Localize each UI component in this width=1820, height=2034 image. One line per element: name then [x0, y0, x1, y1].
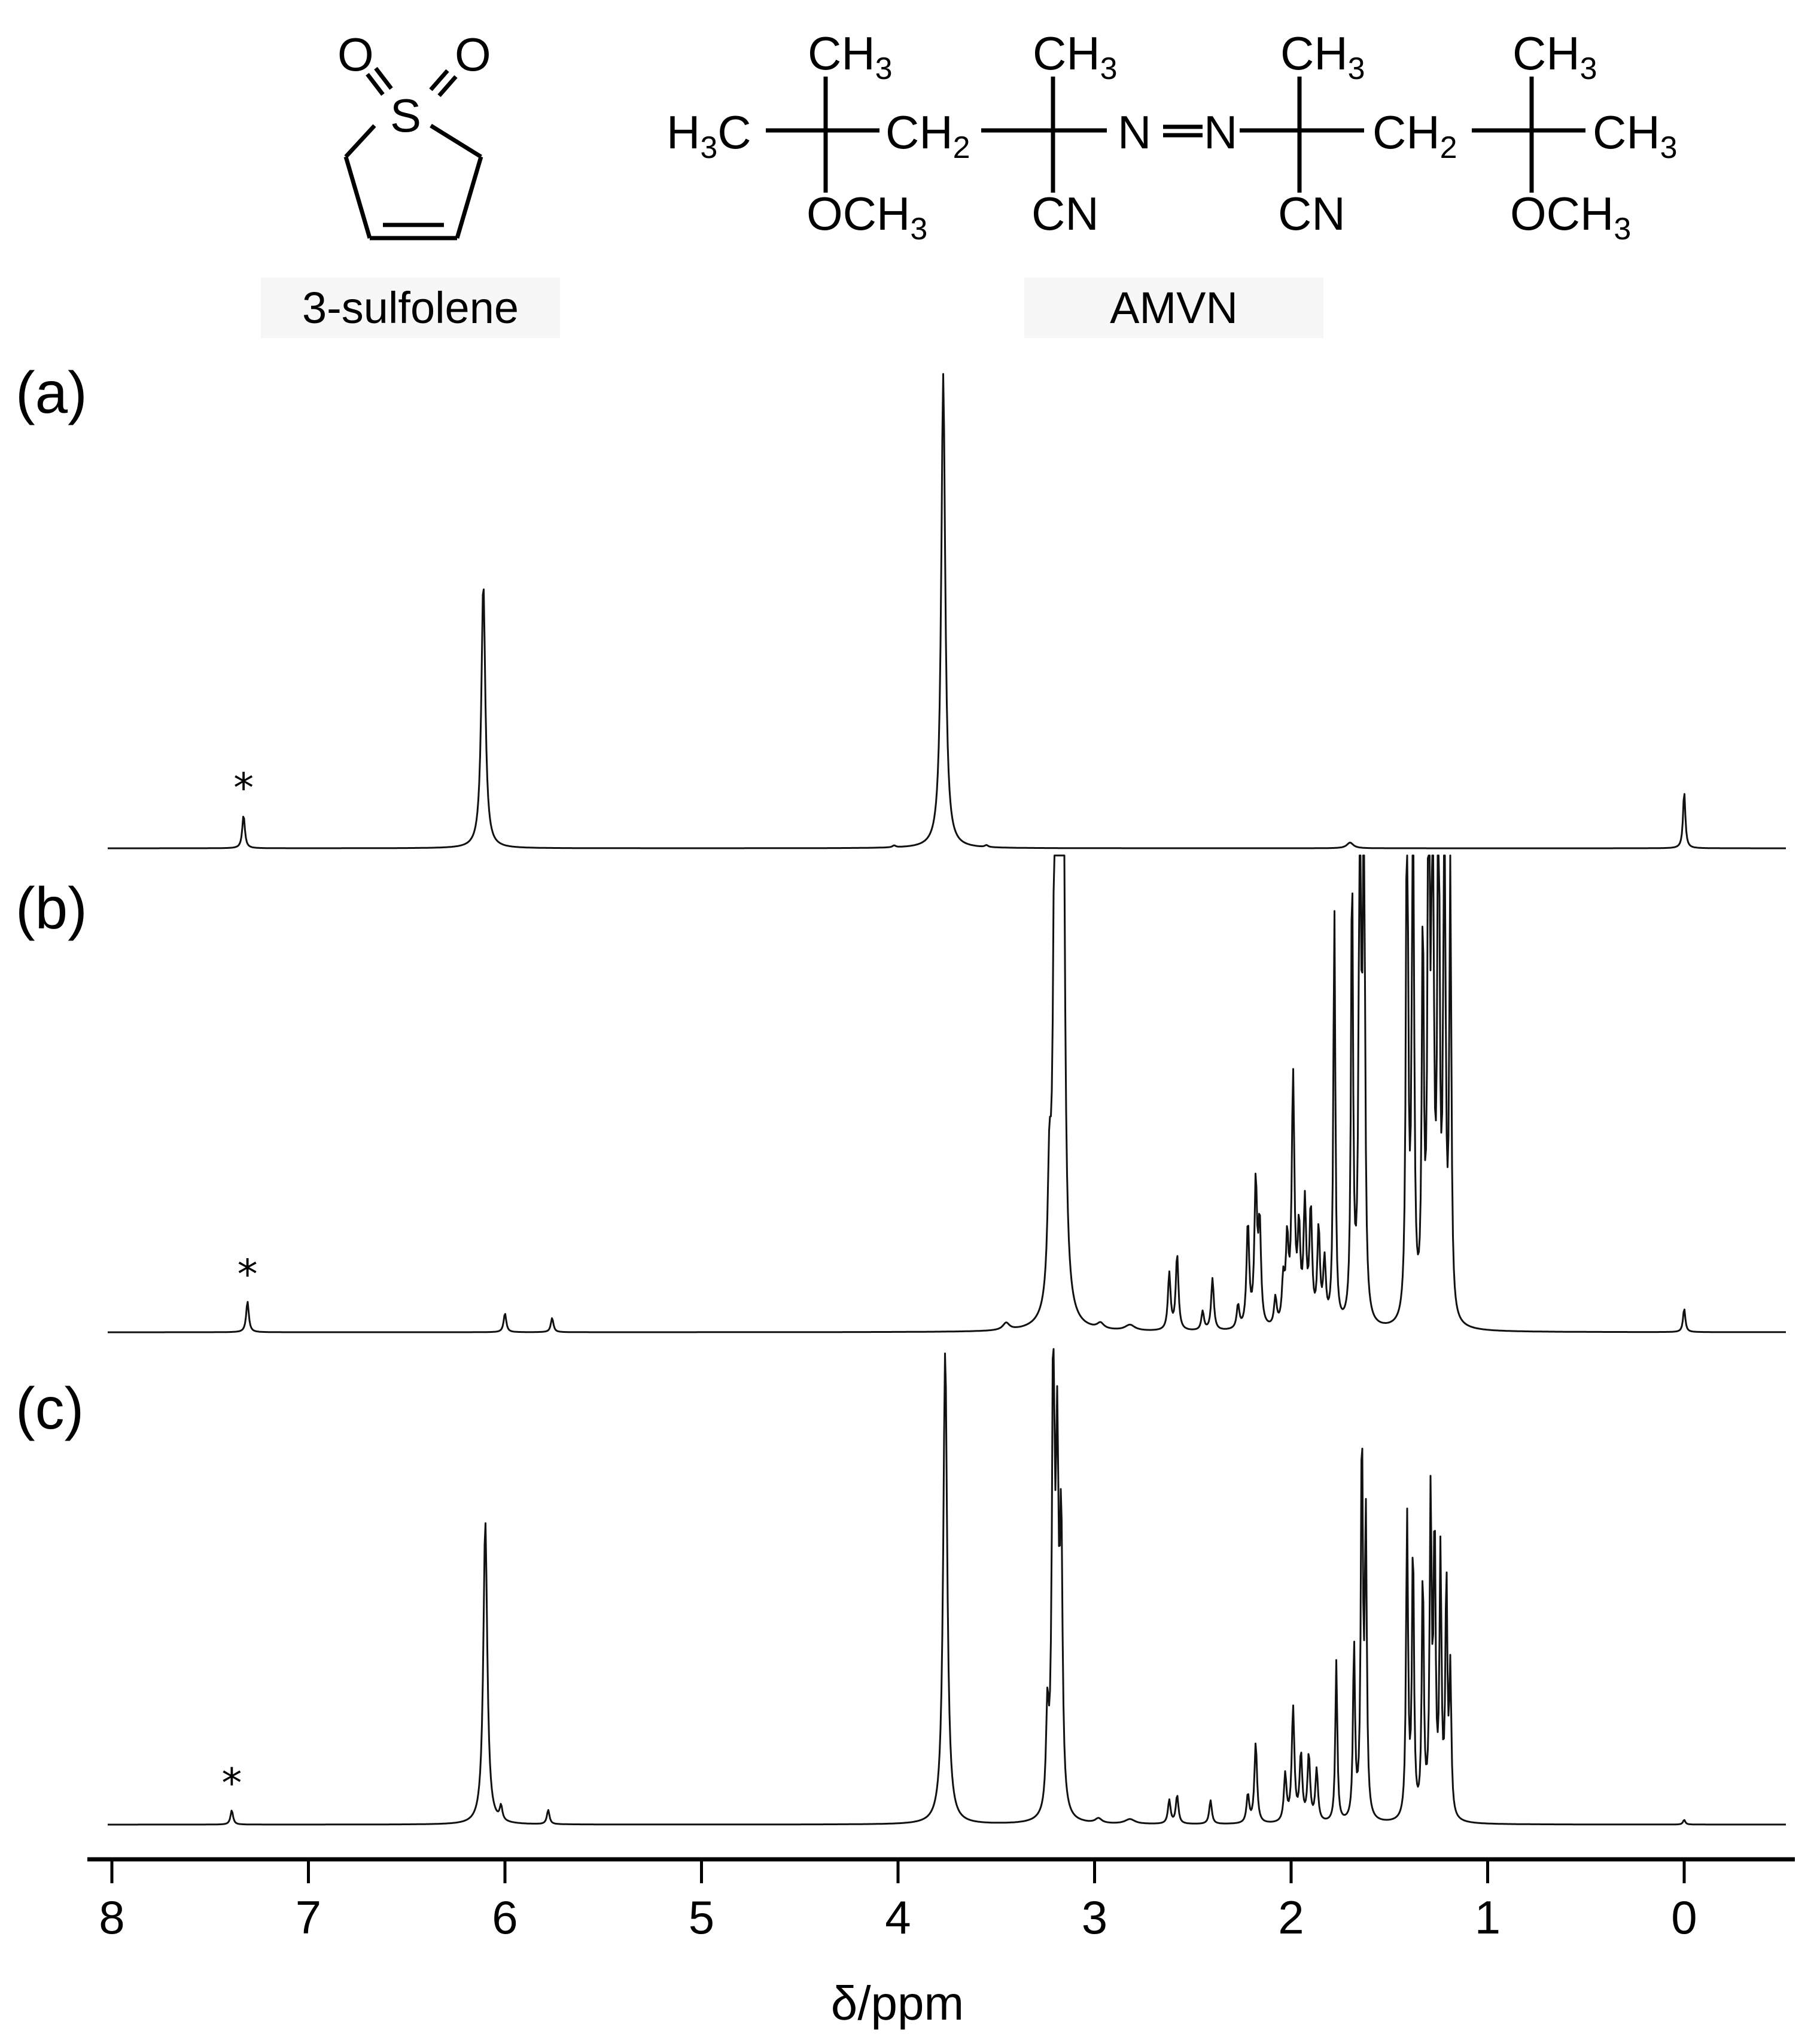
spectra-layer: * * *	[108, 373, 1786, 1826]
x-tick-label: 6	[492, 1891, 518, 1944]
impurity-marker: *	[221, 1760, 242, 1807]
x-tick-label: 0	[1671, 1891, 1697, 1944]
impurity-marker: *	[238, 1251, 258, 1298]
sulfolene-sulfur: S	[390, 89, 421, 142]
amvn-cn-1: CN	[1031, 187, 1099, 240]
sulfolene-oxygen-left: O	[337, 28, 374, 81]
amvn-och3-1: OCH3	[806, 187, 927, 246]
amvn-label: AMVN	[1024, 278, 1323, 338]
amvn-structure	[766, 77, 1585, 193]
x-tick-label: 7	[296, 1891, 321, 1944]
x-axis: 8 7 6 5 4 3 2 1 0 δ/ppm	[87, 1857, 1795, 2030]
x-tick-label: 3	[1082, 1891, 1107, 1944]
spectrum-b: *	[108, 854, 1786, 1333]
x-tick-label: 5	[689, 1891, 714, 1944]
panel-label-b: (b)	[16, 875, 87, 941]
amvn-n-1: N	[1118, 106, 1151, 159]
sulfolene-label: 3-sulfolene	[261, 278, 560, 338]
chemical-structures: O O S H3C CH3 OCH3 CH2 CH3 CN N N CH3 CN…	[337, 27, 1678, 246]
spectrum-a: *	[108, 373, 1786, 849]
spectrum-c: *	[108, 1348, 1786, 1826]
spectrum-trace	[108, 1348, 1786, 1826]
amvn-cn-2: CN	[1278, 187, 1346, 240]
panel-label-a: (a)	[16, 360, 87, 425]
x-tick-label: 8	[99, 1891, 124, 1944]
x-tick-label: 4	[885, 1891, 911, 1944]
spectrum-trace	[108, 854, 1786, 1333]
sulfolene-oxygen-right: O	[455, 28, 491, 81]
x-tick-label: 1	[1475, 1891, 1501, 1944]
amvn-och3-2: OCH3	[1510, 187, 1631, 246]
amvn-n-2: N	[1204, 106, 1237, 159]
panel-label-c: (c)	[16, 1375, 84, 1441]
sulfolene-structure	[343, 66, 483, 240]
impurity-marker: *	[233, 765, 254, 812]
x-tick-label: 2	[1278, 1891, 1304, 1944]
x-axis-label: δ/ppm	[831, 1977, 964, 2030]
spectrum-trace	[108, 373, 1786, 849]
